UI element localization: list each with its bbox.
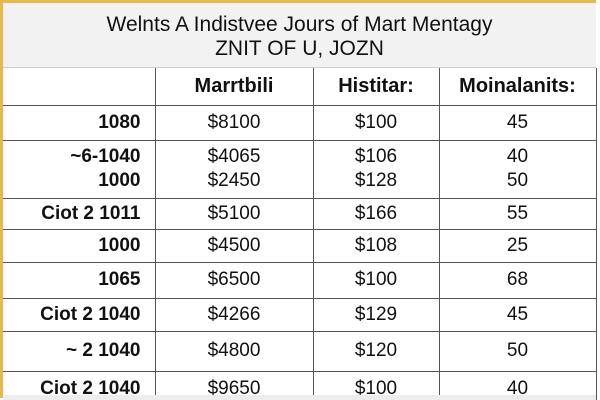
table-row: ~ 2 1040 $4800 $120 50 [3, 330, 597, 372]
table-row: 1065 $6500 $100 68 [3, 261, 597, 299]
history-cell: $106 $128 [312, 139, 440, 199]
row-label-text: 1000 [98, 234, 141, 256]
amount-cell: $4266 [154, 297, 314, 332]
column-header: Moinalanits: [438, 68, 597, 106]
history-text: $128 [354, 170, 398, 191]
amount-text: $4500 [207, 234, 261, 256]
amount-cell: $4500 [154, 228, 314, 263]
value-text: 40 [506, 146, 529, 167]
row-label: 1080 [3, 104, 156, 141]
amount-cell: $4065 $2450 [154, 139, 314, 199]
value-text: 45 [506, 111, 529, 133]
row-label-text: 1065 [98, 269, 141, 290]
value-cell: 68 [438, 261, 597, 299]
row-label: ~ 2 1040 [3, 330, 156, 372]
table-row: 1000 $4500 $108 25 [3, 228, 597, 263]
value-cell: 50 [438, 330, 597, 372]
row-label-text: 1000 [98, 170, 141, 191]
row-label-text: ~ 2 1040 [66, 340, 141, 361]
column-header [3, 68, 156, 106]
row-label: 1065 [3, 261, 156, 299]
table-row: Ciot 2 1011 $5100 $166 55 [3, 197, 597, 230]
history-text: $120 [354, 340, 398, 361]
history-text: $108 [354, 234, 398, 256]
amount-text: $4065 [207, 146, 261, 167]
value-text: 45 [506, 303, 529, 325]
value-cell: 55 [438, 197, 597, 230]
amount-text: $2450 [207, 170, 261, 191]
history-cell: $120 [312, 330, 440, 372]
amount-cell: $5100 [154, 197, 314, 230]
value-text: 40 [506, 377, 529, 399]
history-cell: $129 [312, 297, 440, 332]
row-label: ~6-1040 1000 [3, 139, 156, 199]
value-text: 55 [506, 202, 529, 224]
table-header-row: Marrtbili Histitar: Moinalanits: [3, 68, 597, 106]
value-cell: 45 [438, 104, 597, 141]
table-row: Ciot 2 1040 $4266 $129 45 [3, 297, 597, 332]
value-text: 25 [506, 234, 529, 256]
row-label: Ciot 2 1040 [3, 297, 156, 332]
document-title: Welnts A Indistvee Jours of Mart Mentagy [106, 13, 493, 36]
value-cell: 45 [438, 297, 597, 332]
row-label-text: Ciot 2 1040 [40, 377, 141, 399]
value-cell: 40 50 [438, 139, 597, 199]
history-text: $106 [354, 146, 398, 167]
document-header: Welnts A Indistvee Jours of Mart Mentagy… [3, 3, 596, 68]
history-cell: $108 [312, 228, 440, 263]
value-text: 50 [506, 170, 529, 191]
history-cell: $166 [312, 197, 440, 230]
row-label-text: ~6-1040 [70, 146, 141, 167]
history-text: $100 [354, 269, 398, 290]
history-text: $100 [354, 111, 398, 133]
column-header: Marrtbili [154, 68, 314, 106]
amount-cell: $6500 [154, 261, 314, 299]
history-text: $100 [354, 377, 398, 399]
history-text: $129 [354, 303, 398, 325]
amount-cell: $4800 [154, 330, 314, 372]
amount-cell: $8100 [154, 104, 314, 141]
amount-text: $4266 [207, 303, 261, 325]
amount-text: $9650 [207, 377, 261, 399]
table-row: 1080 $8100 $100 45 [3, 104, 597, 141]
row-label: Ciot 2 1011 [3, 197, 156, 230]
history-text: $166 [354, 202, 398, 224]
amount-text: $4800 [207, 340, 261, 361]
amount-text: $8100 [207, 111, 261, 133]
history-cell: $100 [312, 261, 440, 299]
value-text: 50 [506, 340, 529, 361]
row-label-text: Ciot 2 1040 [40, 303, 141, 325]
value-text: 68 [506, 269, 529, 290]
document-subtitle: ZNIT OF U, JOZN [215, 37, 384, 60]
amount-text: $6500 [207, 269, 261, 290]
amount-text: $5100 [207, 202, 261, 224]
cropped-row-strip [3, 395, 596, 400]
row-label: 1000 [3, 228, 156, 263]
row-label-text: 1080 [98, 111, 141, 133]
table-row: ~6-1040 1000 $4065 $2450 $106 $128 40 50 [3, 139, 597, 199]
data-table: Marrtbili Histitar: Moinalanits: 1080 $8… [3, 68, 597, 400]
row-label-text: Ciot 2 1011 [41, 202, 141, 224]
history-cell: $100 [312, 104, 440, 141]
value-cell: 25 [438, 228, 597, 263]
column-header: Histitar: [312, 68, 440, 106]
